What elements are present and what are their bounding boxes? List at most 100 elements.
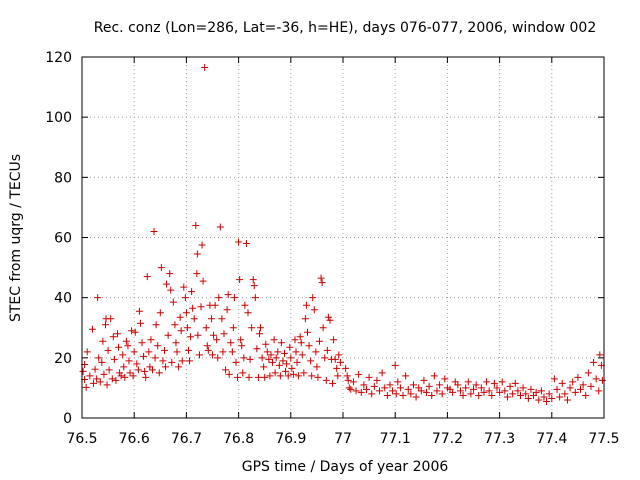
data-point [333,364,341,372]
data-point [215,294,223,302]
x-tick-label: 76.6 [119,431,150,447]
data-point [156,309,164,317]
data-point [323,346,331,354]
y-axis-label: STEC from uqrg / TECUs [8,154,24,322]
data-point [178,357,186,365]
data-point [133,360,141,368]
x-tick-label: 77.4 [536,431,567,447]
data-point [503,393,511,401]
data-point [229,324,237,332]
data-point [115,343,123,351]
data-point [392,390,400,398]
data-point [134,366,142,374]
data-point [441,375,449,383]
data-point [88,325,96,333]
data-point [540,393,548,401]
data-point [396,384,404,392]
data-point [194,331,202,339]
data-point [159,357,167,365]
data-point [470,385,477,393]
data-point [244,309,252,317]
data-point [211,301,219,309]
data-point [236,276,244,284]
y-tick-label: 120 [45,50,72,66]
data-point [595,387,603,395]
data-point [258,354,266,362]
data-point [145,348,153,356]
data-point [176,313,184,321]
data-point [253,345,261,353]
data-point [101,321,109,329]
data-point [107,315,115,323]
data-point [122,337,130,345]
data-point [310,306,318,314]
data-point [360,381,368,389]
data-point [241,301,249,309]
data-point [162,363,170,371]
data-point [95,354,103,362]
data-point [394,378,402,386]
data-point [553,385,561,393]
data-point [96,378,104,386]
data-point [537,387,545,395]
data-point [563,396,571,404]
data-point [235,238,243,246]
data-point [117,372,125,380]
data-point [459,391,467,399]
data-point [287,354,295,362]
y-tick-label: 40 [54,291,72,307]
data-point [110,355,118,363]
data-point [321,354,329,362]
data-point [166,270,174,278]
data-point [582,391,590,399]
data-point [532,388,540,396]
data-point [522,390,530,398]
data-point [269,358,277,366]
data-point [550,375,558,383]
data-point [556,393,564,401]
data-point [201,64,209,72]
data-point [270,336,278,344]
data-point [120,363,128,371]
data-point [164,331,172,339]
data-point [336,358,344,366]
data-point [167,286,175,294]
data-point [506,382,514,390]
data-point [187,333,195,341]
data-point [545,390,553,398]
data-point [173,348,181,356]
data-point [225,370,233,378]
data-point [449,388,457,396]
data-point [251,294,259,302]
data-point [296,333,304,341]
data-point [335,351,343,359]
x-tick-label: 76.8 [223,431,254,447]
data-point [399,391,407,399]
data-point [352,387,360,395]
data-point [477,384,485,392]
data-point [188,288,196,296]
data-point [368,390,376,398]
y-tick-labels: 0 20 40 60 80 100 120 [45,50,72,427]
data-point [79,367,87,375]
data-point [142,373,150,381]
data-point [514,387,522,395]
data-point [195,351,203,359]
data-point [312,348,320,356]
data-point [509,390,517,398]
data-point [103,381,111,389]
data-point [143,273,151,281]
data-point [365,373,373,381]
data-point [274,348,282,356]
data-point [141,367,149,375]
x-axis-label: GPS time / Days of year 2006 [242,459,449,475]
data-point [412,393,420,401]
data-point [295,372,303,380]
data-point [322,376,330,384]
data-point [404,385,412,393]
data-point [250,282,258,290]
data-point [255,330,263,338]
data-point [293,358,301,366]
data-point [425,382,433,390]
